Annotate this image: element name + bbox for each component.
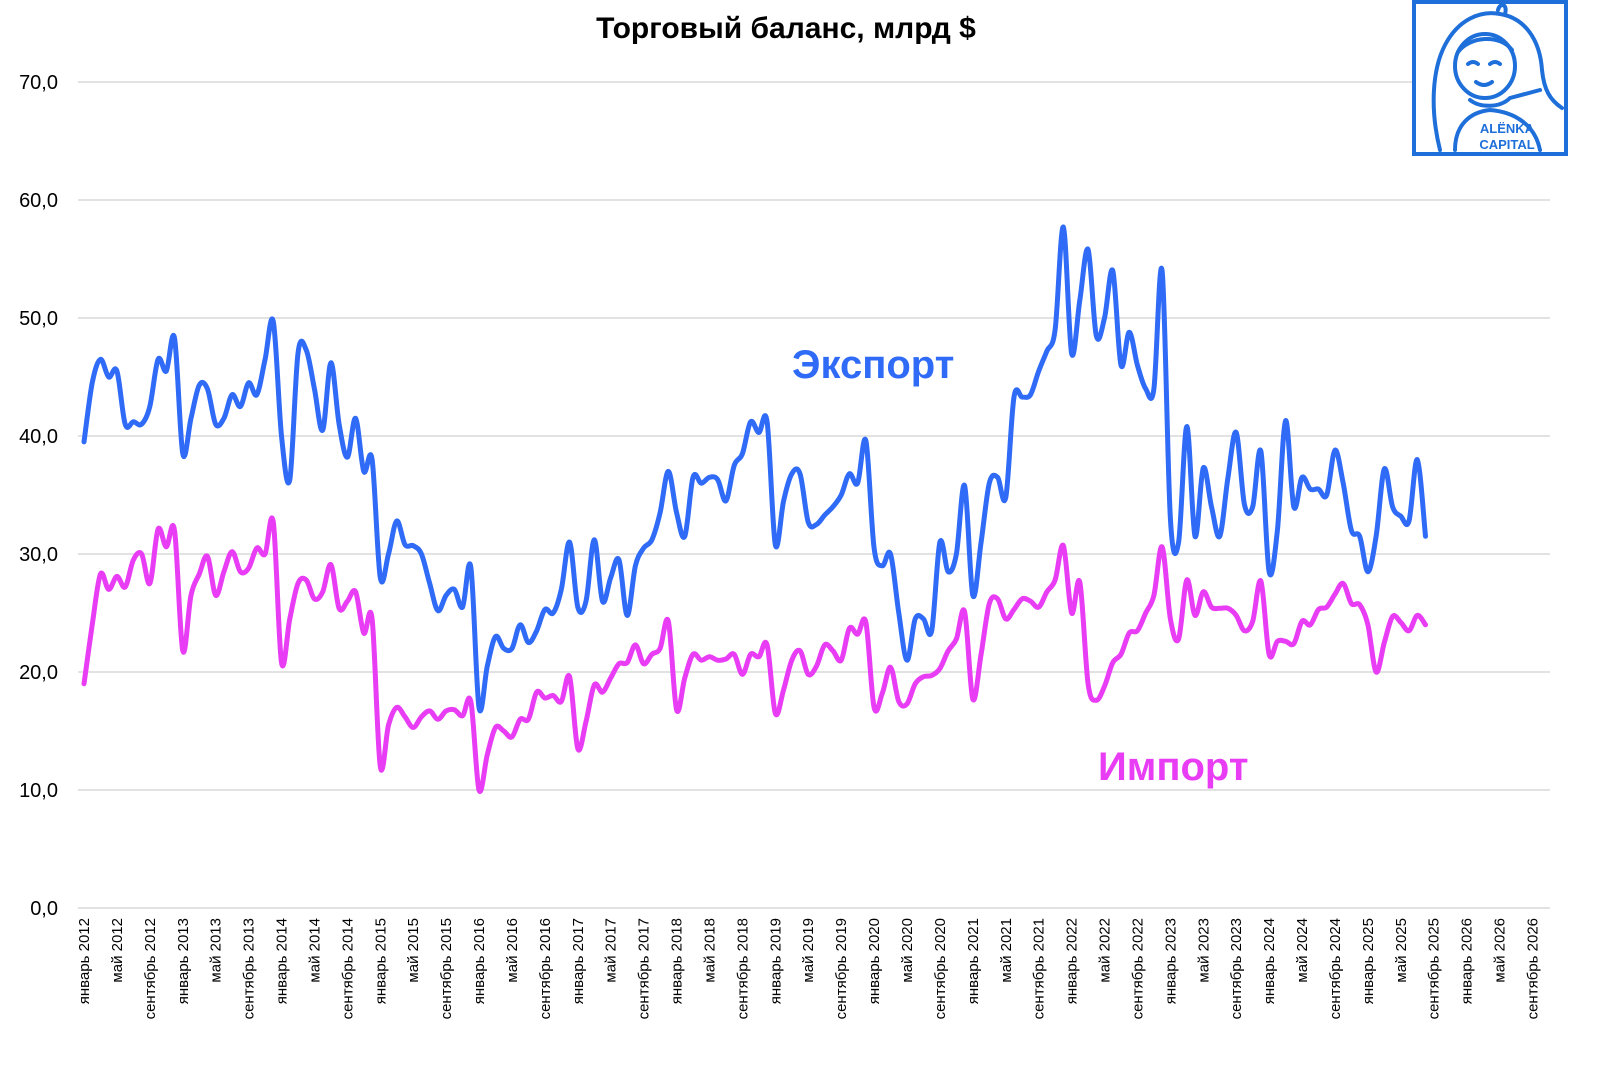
x-tick-label: май 2023 [1195,918,1212,983]
x-tick-label: сентябрь 2018 [734,918,751,1019]
x-tick-label: май 2021 [998,918,1015,983]
x-tick-label: январь 2019 [767,918,784,1004]
x-tick-label: январь 2025 [1360,918,1377,1004]
x-tick-label: сентябрь 2022 [1129,918,1146,1019]
x-tick-label: май 2026 [1492,918,1509,983]
series-line-export [81,224,1428,714]
x-tick-label: май 2022 [1097,918,1114,983]
x-tick-label: май 2016 [504,918,521,983]
x-tick-label: май 2018 [701,918,718,983]
x-tick-label: сентябрь 2026 [1524,918,1541,1019]
x-tick-label: январь 2015 [372,918,389,1004]
annotation-export: Экспорт [792,343,954,387]
y-tick-label: 10,0 [19,780,58,802]
x-tick-label: сентябрь 2024 [1327,918,1344,1019]
logo-line-1: ALЁNKA [1480,121,1535,136]
y-tick-label: 40,0 [19,426,58,448]
x-tick-label: май 2024 [1294,918,1311,983]
x-tick-label: сентябрь 2025 [1426,918,1443,1019]
y-tick-label: 70,0 [19,72,58,94]
x-tick-label: май 2014 [306,918,323,983]
annotation-import: Импорт [1098,745,1248,789]
x-tick-label: сентябрь 2014 [339,918,356,1019]
x-tick-label: январь 2012 [76,918,93,1004]
x-tick-label: январь 2017 [570,918,587,1004]
x-tick-label: сентябрь 2013 [241,918,258,1019]
x-tick-label: январь 2024 [1261,918,1278,1004]
y-axis: 0,0 10,0 20,0 30,0 40,0 50,0 60,0 70,0 [19,72,58,920]
logo-line-2: CAPITAL [1479,137,1534,152]
x-tick-label: май 2025 [1393,918,1410,983]
alenka-capital-logo: ALЁNKA CAPITAL [1412,0,1568,156]
x-tick-label: сентябрь 2019 [833,918,850,1019]
series-line-import [81,515,1428,794]
x-tick-label: январь 2014 [274,918,291,1004]
x-axis: январь 2012 май 2012 сентябрь 2012 январь 2… [76,918,1541,1019]
x-tick-label: январь 2026 [1459,918,1476,1004]
x-tick-label: май 2013 [208,918,225,983]
x-tick-label: январь 2016 [471,918,488,1004]
y-tick-label: 20,0 [19,662,58,684]
x-tick-label: май 2019 [800,918,817,983]
x-tick-label: май 2012 [109,918,126,983]
x-tick-label: январь 2018 [669,918,686,1004]
x-tick-label: май 2015 [405,918,422,983]
chart-title: Торговый баланс, млрд $ [596,12,976,45]
x-tick-label: сентябрь 2023 [1228,918,1245,1019]
series-lines [81,224,1428,794]
x-tick-label: сентябрь 2017 [636,918,653,1019]
x-tick-label: сентябрь 2012 [142,918,159,1019]
y-tick-label: 0,0 [30,898,58,920]
y-tick-label: 30,0 [19,544,58,566]
x-tick-label: январь 2022 [1064,918,1081,1004]
y-tick-label: 60,0 [19,190,58,212]
x-tick-label: январь 2020 [866,918,883,1004]
x-tick-label: сентябрь 2016 [537,918,554,1019]
x-tick-label: май 2020 [899,918,916,983]
x-tick-label: январь 2023 [1162,918,1179,1004]
x-tick-label: сентябрь 2020 [932,918,949,1019]
x-tick-label: сентябрь 2015 [438,918,455,1019]
x-tick-label: сентябрь 2021 [1031,918,1048,1019]
y-tick-label: 50,0 [19,308,58,330]
x-tick-label: май 2017 [603,918,620,983]
x-tick-label: январь 2013 [175,918,192,1004]
x-tick-label: январь 2021 [965,918,982,1004]
